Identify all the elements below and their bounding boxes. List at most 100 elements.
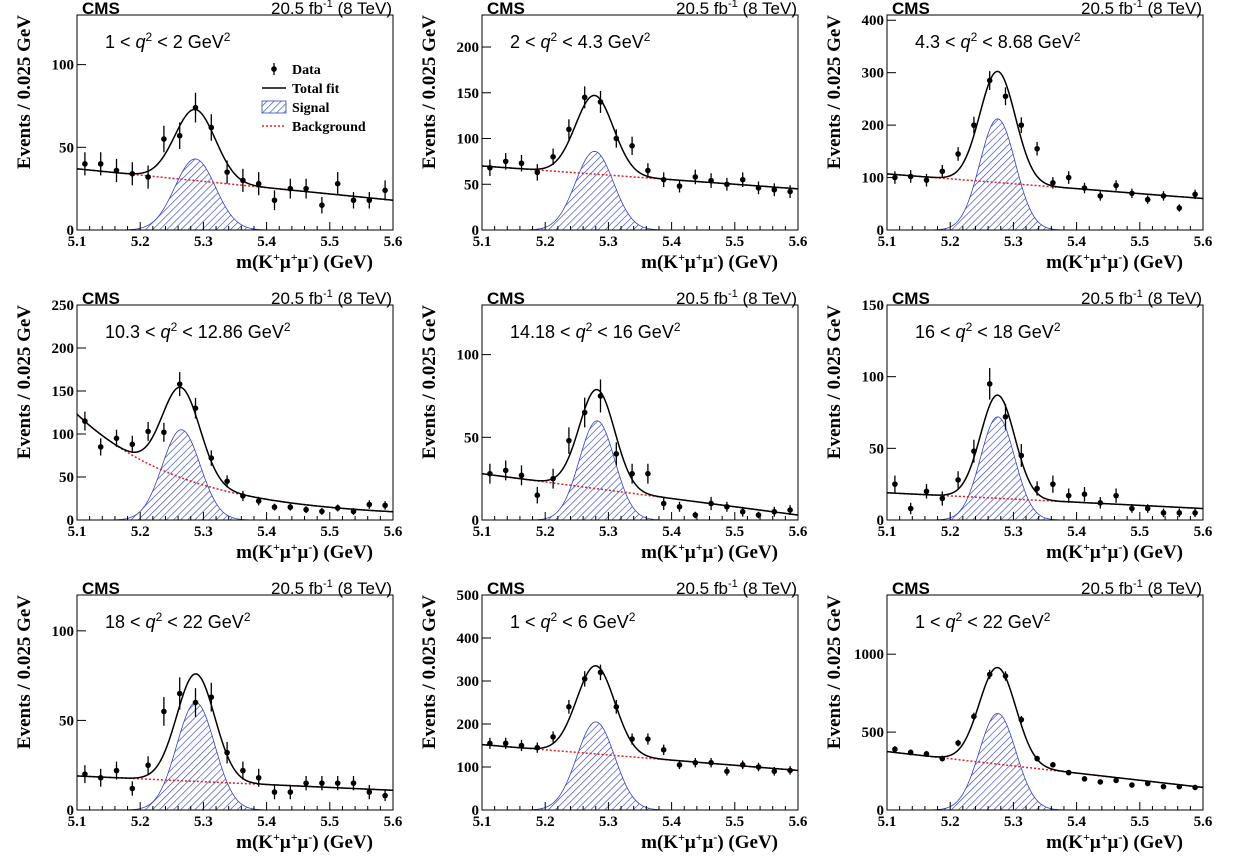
data-point: [350, 507, 357, 515]
data-point: [645, 163, 651, 178]
total-fit-curve: [481, 388, 799, 516]
panel-7: 5.1 5.2 5.3 5.4 5.5 5.6 0 50 100 m(K+μ+μ-) (GeV) E…: [14, 578, 403, 853]
data-point: [129, 435, 136, 453]
data-point: [613, 442, 620, 466]
signal-area: [482, 150, 798, 231]
q2-range-label: 1 < q2 < 22 GeV2: [915, 610, 1051, 632]
data-point: [487, 159, 493, 177]
y-tick-label: 0: [472, 513, 480, 529]
luminosity-label: 20.5 fb-1 (8 TeV): [676, 288, 797, 308]
y-tick-label: 100: [862, 370, 885, 386]
data-point: [907, 170, 914, 183]
data-point: [613, 129, 620, 148]
data-point: [771, 767, 778, 776]
data-point: [771, 183, 778, 197]
data-point: [1144, 504, 1151, 513]
x-tick-label: 5.1: [473, 524, 492, 540]
data-point: [986, 368, 993, 400]
data-point: [224, 160, 230, 184]
data-point: [1160, 508, 1167, 518]
luminosity-label: 20.5 fb-1 (8 TeV): [271, 578, 392, 598]
total-fit-curve: [886, 666, 1204, 789]
data-point: [192, 92, 199, 123]
data-point: [971, 439, 977, 463]
y-tick-label: 50: [464, 430, 479, 446]
data-point: [739, 506, 746, 517]
data-point: [287, 784, 294, 800]
signal-area: [77, 158, 393, 231]
data-point: [787, 185, 793, 198]
data-point: [303, 775, 309, 791]
x-tick-label: 5.2: [131, 814, 150, 830]
data-point: [660, 744, 667, 755]
data-point: [271, 190, 278, 211]
data-point: [1113, 777, 1119, 784]
data-point: [1144, 195, 1151, 204]
x-tick-label: 5.2: [941, 524, 960, 540]
data-point: [1018, 715, 1025, 724]
y-tick-label: 0: [67, 223, 75, 239]
data-point: [287, 503, 294, 511]
y-tick-label: 50: [59, 713, 74, 729]
x-tick-label: 5.4: [1067, 814, 1086, 830]
data-point: [334, 775, 341, 791]
data-point: [382, 180, 388, 201]
data-point: [129, 162, 136, 186]
y-tick-label: 200: [862, 118, 885, 134]
data-point: [518, 465, 525, 486]
data-point: [923, 484, 930, 499]
x-tick-label: 5.1: [878, 234, 897, 250]
data-point: [255, 496, 262, 506]
x-tick-label: 5.6: [1194, 814, 1213, 830]
experiment-label: CMS: [892, 289, 930, 308]
data-point: [82, 152, 88, 176]
data-point: [1050, 762, 1056, 768]
data-point: [629, 136, 635, 155]
y-tick-label: 50: [59, 470, 74, 486]
plot-frame: [886, 14, 1204, 231]
data-point: [1034, 481, 1040, 496]
q2-range-label: 10.3 < q2 < 12.86 GeV2: [105, 320, 291, 342]
q2-range-label: 14.18 < q2 < 16 GeV2: [510, 320, 681, 342]
data-point: [240, 168, 246, 192]
legend-signal-label: Signal: [292, 101, 329, 116]
data-point: [176, 677, 183, 710]
luminosity-label: 20.5 fb-1 (8 TeV): [1081, 288, 1202, 308]
data-point: [771, 506, 778, 517]
x-tick-label: 5.3: [194, 814, 213, 830]
data-point: [755, 181, 762, 195]
data-point: [755, 762, 762, 772]
x-tick-label: 5.6: [789, 814, 808, 830]
data-point: [224, 475, 230, 488]
data-point: [550, 731, 556, 743]
data-point: [676, 501, 683, 512]
data-point: [208, 682, 215, 712]
data-point: [502, 460, 509, 481]
x-tick-label: 5.4: [1067, 234, 1086, 250]
data-point: [161, 125, 167, 153]
data-point: [1081, 487, 1088, 502]
data-point: [692, 169, 699, 185]
x-tick-label: 5.1: [473, 234, 492, 250]
x-axis-label: m(K+μ+μ-) (GeV): [1046, 250, 1183, 273]
signal-area: [77, 702, 393, 811]
x-tick-label: 5.2: [131, 234, 150, 250]
data-point: [739, 760, 746, 770]
x-tick-label: 5.3: [1004, 814, 1023, 830]
y-tick-label: 50: [869, 441, 884, 457]
x-tick-label: 5.3: [599, 234, 618, 250]
data-point: [955, 147, 961, 161]
data-point: [113, 761, 120, 780]
data-point: [581, 86, 588, 109]
data-point: [224, 741, 230, 764]
data-point: [303, 506, 309, 514]
data-point: [629, 733, 635, 745]
y-tick-label: 400: [862, 13, 885, 29]
data-point: [1018, 117, 1025, 133]
y-tick-label: 500: [457, 588, 480, 604]
panel-4: 5.1 5.2 5.3 5.4 5.5 5.6 0 50 100 150 200 250 m(K+μ+μ…: [14, 288, 403, 563]
x-tick-label: 5.1: [68, 234, 87, 250]
y-tick-label: 300: [862, 66, 885, 82]
x-tick-label: 5.3: [1004, 234, 1023, 250]
data-point: [1097, 779, 1104, 785]
